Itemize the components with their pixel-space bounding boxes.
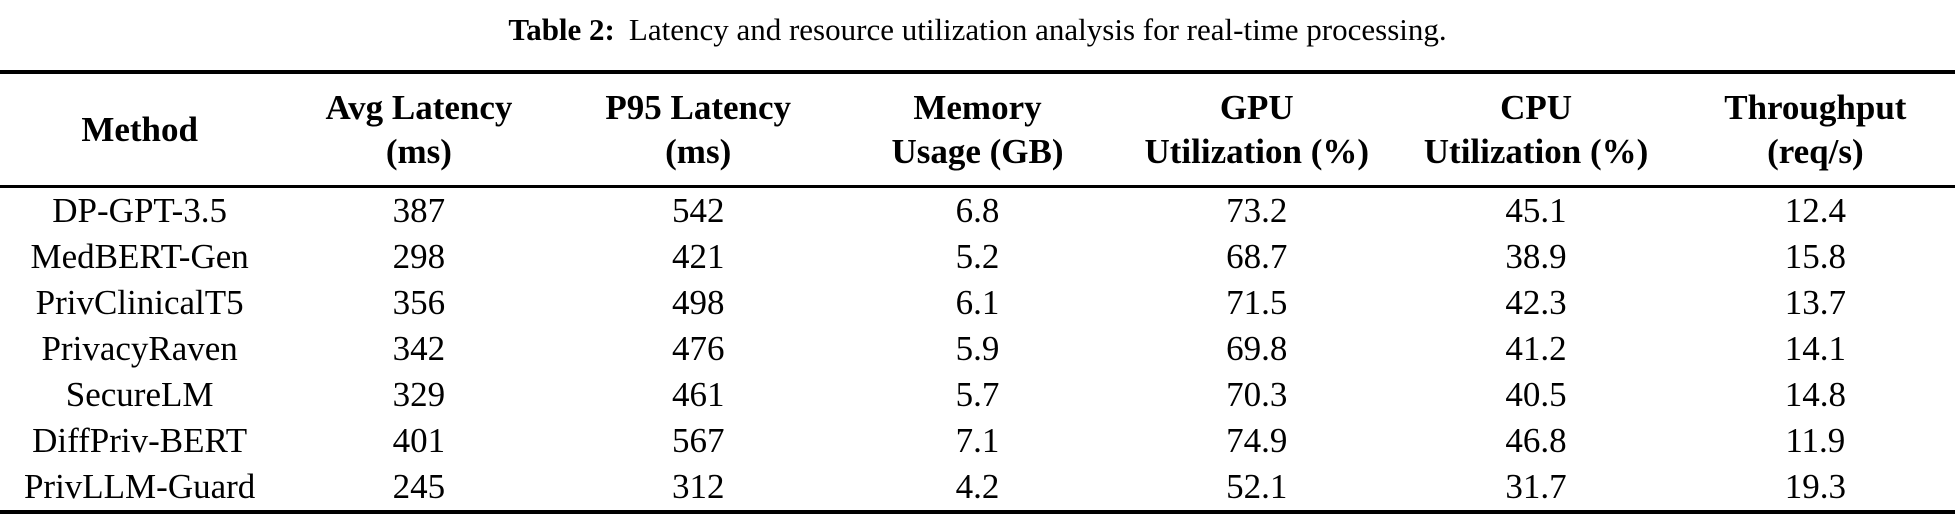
col-header-line1: P95 Latency (605, 87, 792, 127)
value-cell: 74.9 (1226, 421, 1288, 460)
value-cell: 45.1 (1505, 191, 1567, 230)
table-caption-label: Table 2: (508, 12, 615, 47)
col-header-line1: Avg Latency (325, 87, 513, 127)
value-cell: 73.2 (1226, 191, 1288, 230)
value-cell: 15.8 (1784, 237, 1846, 276)
col-header-line1: Method (81, 109, 198, 149)
value-cell: 14.1 (1784, 329, 1846, 368)
latency-resource-table: Method Avg Latency (ms) P95 Latency (ms)… (0, 70, 1955, 514)
value-cell: 41.2 (1505, 329, 1567, 368)
value-cell: 329 (392, 375, 446, 414)
value-cell: 542 (671, 191, 725, 230)
col-header-line2: (ms) (385, 131, 452, 171)
table-row: PrivLLM-Guard 245 312 4.2 52.1 31.7 19.3 (0, 464, 1955, 512)
col-header-throughput: Throughput (req/s) (1675, 72, 1955, 188)
value-cell: 13.7 (1784, 283, 1846, 322)
value-cell: 421 (671, 237, 725, 276)
col-header-line1: Throughput (1724, 87, 1907, 127)
value-cell: 7.1 (955, 421, 1000, 460)
value-cell: 5.2 (955, 237, 1000, 276)
col-header-cpu-utilization: CPU Utilization (%) (1396, 72, 1676, 188)
method-cell: DP-GPT-3.5 (52, 191, 227, 230)
col-header-memory-usage: Memory Usage (GB) (837, 72, 1118, 188)
table-row: DiffPriv-BERT 401 567 7.1 74.9 46.8 11.9 (0, 418, 1955, 464)
value-cell: 342 (392, 329, 446, 368)
value-cell: 31.7 (1505, 467, 1567, 506)
method-cell: DiffPriv-BERT (32, 421, 248, 460)
header-row: Method Avg Latency (ms) P95 Latency (ms)… (0, 72, 1955, 188)
value-cell: 68.7 (1226, 237, 1288, 276)
value-cell: 11.9 (1785, 421, 1846, 460)
value-cell: 356 (392, 283, 446, 322)
value-cell: 461 (671, 375, 725, 414)
method-cell: PrivLLM-Guard (23, 467, 256, 506)
table-row: SecureLM 329 461 5.7 70.3 40.5 14.8 (0, 372, 1955, 418)
value-cell: 19.3 (1784, 467, 1846, 506)
col-header-line1: CPU (1500, 87, 1573, 127)
value-cell: 401 (392, 421, 446, 460)
value-cell: 5.7 (955, 375, 1000, 414)
value-cell: 12.4 (1784, 191, 1846, 230)
col-header-avg-latency: Avg Latency (ms) (279, 72, 559, 188)
value-cell: 69.8 (1226, 329, 1288, 368)
col-header-line2: Utilization (%) (1144, 131, 1370, 171)
value-cell: 40.5 (1505, 375, 1567, 414)
col-header-line2: (req/s) (1767, 131, 1864, 171)
table-row: PrivClinicalT5 356 498 6.1 71.5 42.3 13.… (0, 280, 1955, 326)
method-cell: PrivClinicalT5 (35, 283, 244, 322)
value-cell: 70.3 (1226, 375, 1288, 414)
value-cell: 14.8 (1784, 375, 1846, 414)
col-header-line2: Usage (GB) (891, 131, 1064, 171)
method-cell: SecureLM (65, 375, 214, 414)
value-cell: 476 (671, 329, 725, 368)
value-cell: 6.1 (955, 283, 1000, 322)
col-header-p95-latency: P95 Latency (ms) (558, 72, 838, 188)
col-header-gpu-utilization: GPU Utilization (%) (1117, 72, 1397, 188)
table-row: PrivacyRaven 342 476 5.9 69.8 41.2 14.1 (0, 326, 1955, 372)
method-cell: PrivacyRaven (41, 329, 238, 368)
table-caption-text: Latency and resource utilization analysi… (628, 12, 1447, 47)
col-header-line2: (ms) (665, 131, 732, 171)
value-cell: 312 (671, 467, 725, 506)
value-cell: 498 (671, 283, 725, 322)
col-header-line2: Utilization (%) (1423, 131, 1649, 171)
value-cell: 5.9 (955, 329, 1000, 368)
value-cell: 298 (392, 237, 446, 276)
table-caption: Table 2: Latency and resource utilizatio… (0, 0, 1955, 70)
value-cell: 46.8 (1505, 421, 1567, 460)
col-header-line1: GPU (1219, 87, 1294, 127)
method-cell: MedBERT-Gen (30, 237, 249, 276)
table-row: DP-GPT-3.5 387 542 6.8 73.2 45.1 12.4 (0, 187, 1955, 235)
value-cell: 38.9 (1505, 237, 1567, 276)
value-cell: 42.3 (1505, 283, 1567, 322)
value-cell: 245 (392, 467, 446, 506)
value-cell: 52.1 (1226, 467, 1288, 506)
value-cell: 4.2 (955, 467, 1000, 506)
col-header-method: Method (0, 72, 280, 188)
value-cell: 71.5 (1226, 283, 1288, 322)
col-header-line1: Memory (913, 87, 1042, 127)
table-row: MedBERT-Gen 298 421 5.2 68.7 38.9 15.8 (0, 234, 1955, 280)
value-cell: 6.8 (955, 191, 1000, 230)
value-cell: 567 (671, 421, 725, 460)
value-cell: 387 (392, 191, 446, 230)
